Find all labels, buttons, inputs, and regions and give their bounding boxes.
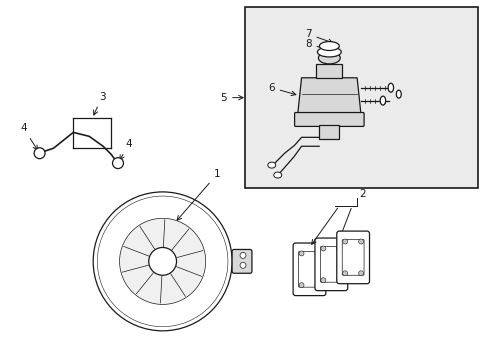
Circle shape bbox=[320, 246, 325, 251]
Circle shape bbox=[112, 158, 123, 168]
Circle shape bbox=[336, 246, 341, 251]
Bar bbox=[244, 7, 477, 188]
FancyBboxPatch shape bbox=[298, 251, 320, 287]
Bar bbox=[319, 125, 339, 139]
FancyBboxPatch shape bbox=[336, 231, 369, 284]
Circle shape bbox=[34, 148, 45, 159]
Polygon shape bbox=[316, 64, 342, 78]
FancyBboxPatch shape bbox=[232, 249, 251, 273]
Circle shape bbox=[299, 283, 304, 288]
FancyBboxPatch shape bbox=[292, 243, 325, 296]
Circle shape bbox=[240, 262, 245, 268]
Circle shape bbox=[314, 283, 319, 288]
FancyBboxPatch shape bbox=[314, 238, 347, 291]
Text: 6: 6 bbox=[267, 83, 295, 95]
FancyBboxPatch shape bbox=[294, 113, 364, 126]
Circle shape bbox=[358, 239, 363, 244]
FancyBboxPatch shape bbox=[342, 239, 364, 275]
FancyBboxPatch shape bbox=[320, 247, 342, 282]
Ellipse shape bbox=[318, 52, 340, 64]
Circle shape bbox=[120, 218, 205, 305]
Text: 3: 3 bbox=[93, 92, 105, 115]
Ellipse shape bbox=[395, 90, 401, 98]
Text: 5: 5 bbox=[220, 93, 243, 103]
Circle shape bbox=[299, 251, 304, 256]
Circle shape bbox=[93, 192, 232, 331]
Circle shape bbox=[358, 271, 363, 276]
Text: 4: 4 bbox=[20, 123, 38, 150]
Circle shape bbox=[314, 251, 319, 256]
Ellipse shape bbox=[317, 47, 341, 57]
Circle shape bbox=[148, 247, 176, 275]
Text: 8: 8 bbox=[304, 39, 333, 52]
Ellipse shape bbox=[379, 96, 385, 105]
Circle shape bbox=[342, 271, 347, 276]
Circle shape bbox=[240, 252, 245, 258]
Circle shape bbox=[320, 278, 325, 283]
Ellipse shape bbox=[319, 41, 339, 50]
Text: 1: 1 bbox=[177, 169, 220, 220]
Ellipse shape bbox=[267, 162, 275, 168]
Circle shape bbox=[336, 278, 341, 283]
Text: 7: 7 bbox=[304, 29, 332, 44]
Text: 2: 2 bbox=[358, 189, 365, 199]
Ellipse shape bbox=[387, 83, 393, 92]
Circle shape bbox=[342, 239, 347, 244]
Text: 4: 4 bbox=[120, 139, 132, 160]
Polygon shape bbox=[297, 78, 360, 116]
Ellipse shape bbox=[273, 172, 281, 178]
